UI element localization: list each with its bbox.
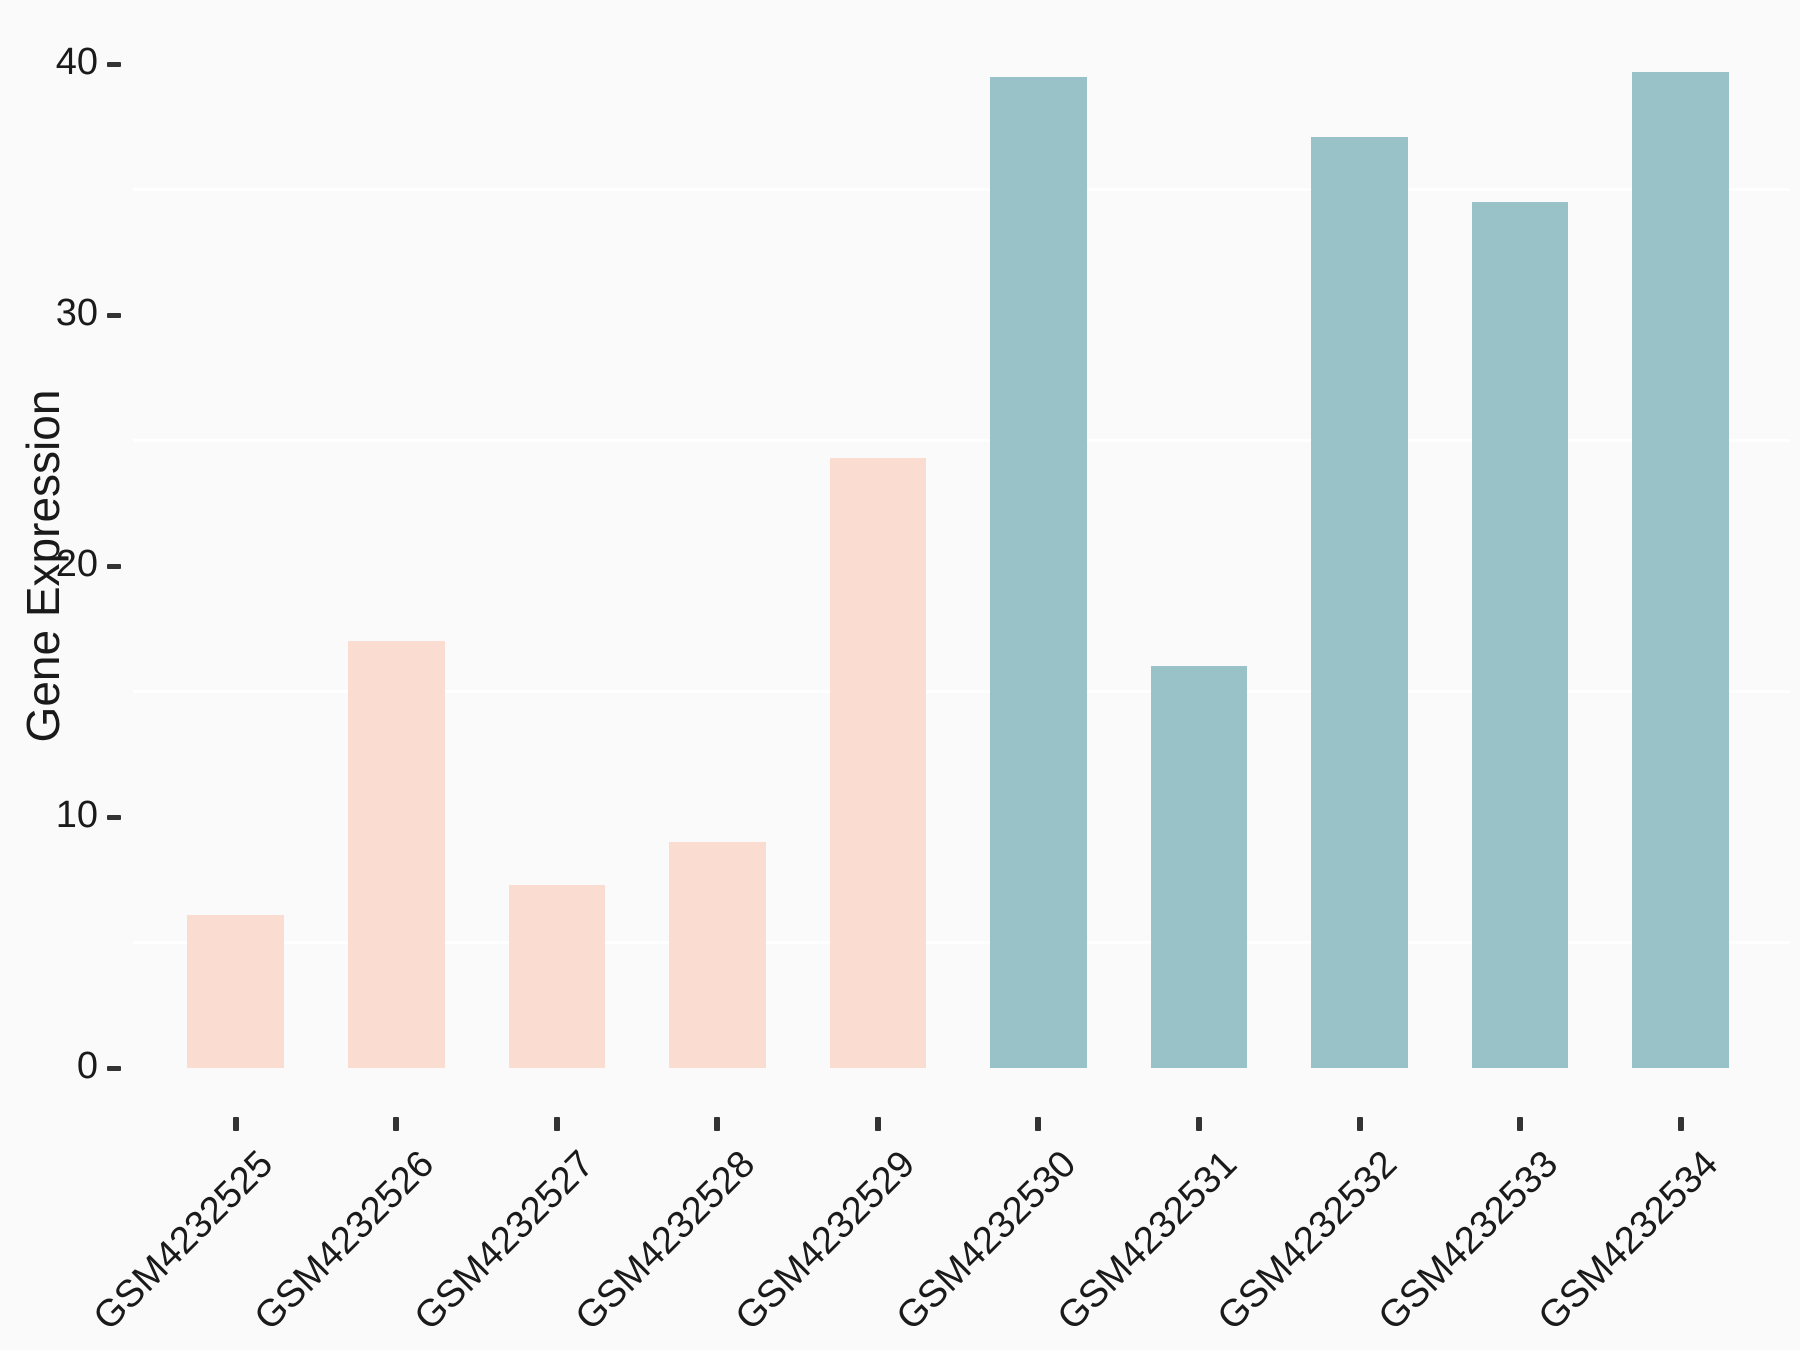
y-axis-tick — [107, 61, 121, 67]
bar-GSM4232532 — [1311, 136, 1408, 1068]
bar-GSM4232529 — [829, 458, 927, 1068]
bar-GSM4232534 — [1632, 71, 1729, 1068]
minor-gridline — [133, 188, 1790, 191]
bar-GSM4232531 — [1150, 666, 1248, 1068]
x-axis-tick — [1677, 1117, 1684, 1131]
x-axis-tick — [714, 1117, 721, 1131]
x-axis-tick — [232, 1117, 239, 1131]
y-axis-tick-label: 20 — [55, 542, 98, 585]
bar-GSM4232528 — [669, 842, 766, 1068]
x-axis-tick — [393, 1117, 400, 1131]
y-axis-tick-label: 0 — [76, 1044, 98, 1087]
minor-gridline — [133, 690, 1790, 693]
y-axis-tick — [107, 312, 121, 318]
x-axis-tick — [1356, 1117, 1363, 1131]
bar-GSM4232530 — [990, 76, 1087, 1068]
x-axis-tick — [1517, 1117, 1524, 1131]
x-axis-tick — [553, 1117, 560, 1131]
x-axis-tick — [874, 1117, 881, 1131]
bar-GSM4232525 — [187, 914, 284, 1068]
y-axis-tick-label: 30 — [55, 291, 98, 334]
bar-GSM4232527 — [508, 884, 606, 1068]
y-axis-tick-label: 10 — [55, 793, 98, 836]
y-axis-tick-label: 40 — [55, 40, 98, 83]
x-axis-tick — [1196, 1117, 1202, 1131]
minor-gridline — [133, 439, 1790, 442]
x-axis-tick — [1035, 1117, 1042, 1131]
bar-GSM4232533 — [1471, 202, 1569, 1068]
y-axis-tick — [107, 814, 121, 820]
minor-gridline — [133, 941, 1790, 944]
y-axis-tick — [107, 563, 121, 569]
bar-GSM4232526 — [348, 641, 445, 1068]
y-axis-tick — [107, 1065, 121, 1071]
